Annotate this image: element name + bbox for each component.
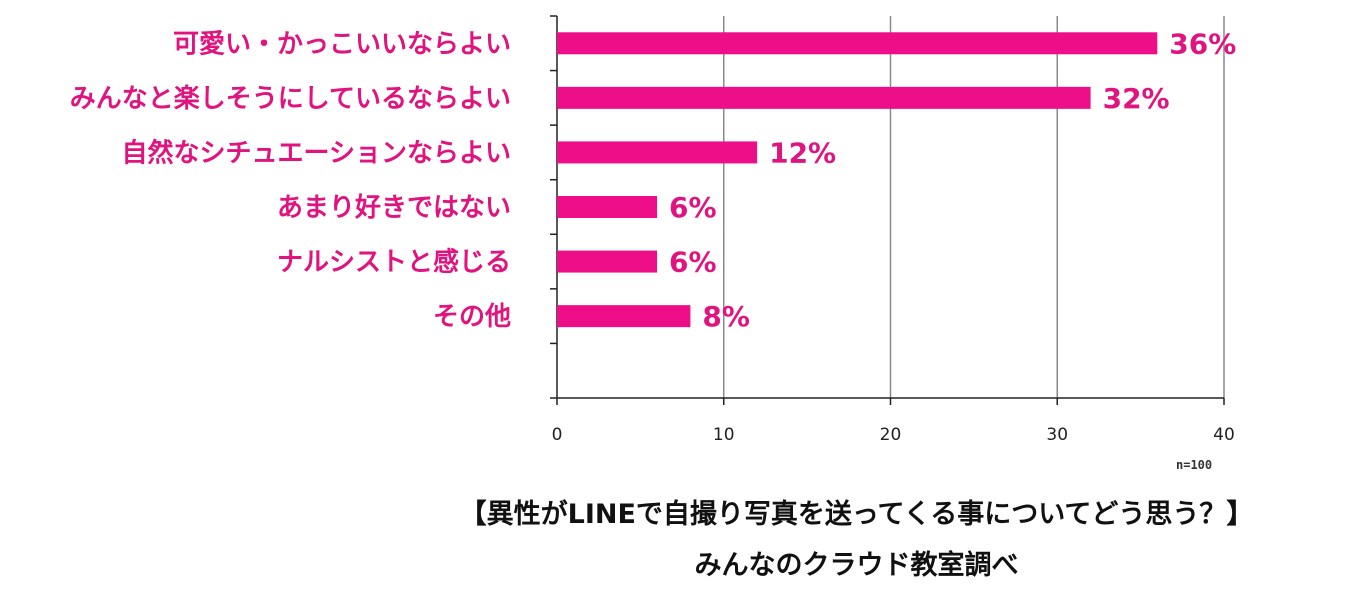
category-label: みんなと楽しそうにしているならよい — [70, 84, 511, 114]
category-label: その他 — [433, 302, 511, 332]
value-label: 6% — [669, 246, 717, 279]
category-labels: 可愛い・かっこいいならよいみんなと楽しそうにしているならよい自然なシチュエーショ… — [70, 29, 511, 332]
bar — [557, 141, 758, 164]
x-tick-label: 10 — [713, 425, 735, 445]
bars — [557, 32, 1158, 328]
chart-title: 【異性がLINEで自撮り写真を送ってくる事についてどう思う？】 — [459, 499, 1254, 530]
sample-size-note: n=100 — [1176, 458, 1213, 472]
tick-labels: 0 10 20 30 40 — [552, 425, 1235, 445]
value-label: 6% — [669, 191, 717, 224]
category-label: 自然なシチュエーションならよい — [122, 137, 511, 168]
x-tick-label: 20 — [880, 425, 902, 445]
x-tick-label: 30 — [1046, 425, 1068, 445]
bar — [557, 250, 658, 273]
x-tick-label: 0 — [552, 425, 563, 445]
value-labels: 36% 32% 12% 6% 6% 8% — [669, 27, 1236, 333]
value-label: 12% — [769, 136, 836, 169]
category-label: ナルシストと感じる — [277, 248, 511, 278]
gridlines — [723, 16, 1225, 398]
category-label: あまり好きではない — [277, 193, 511, 223]
value-label: 36% — [1169, 27, 1236, 60]
value-label: 32% — [1103, 82, 1170, 115]
bar — [557, 305, 691, 328]
bar — [557, 32, 1158, 55]
value-label: 8% — [702, 300, 750, 333]
x-tick-label: 40 — [1213, 425, 1235, 445]
bar-chart: 可愛い・かっこいいならよいみんなと楽しそうにしているならよい自然なシチュエーショ… — [70, 15, 1236, 445]
bar — [557, 86, 1091, 109]
bar — [557, 196, 658, 218]
chart-subtitle: みんなのクラウド教室調べ — [694, 550, 1019, 581]
category-label: 可愛い・かっこいいならよい — [173, 29, 511, 59]
